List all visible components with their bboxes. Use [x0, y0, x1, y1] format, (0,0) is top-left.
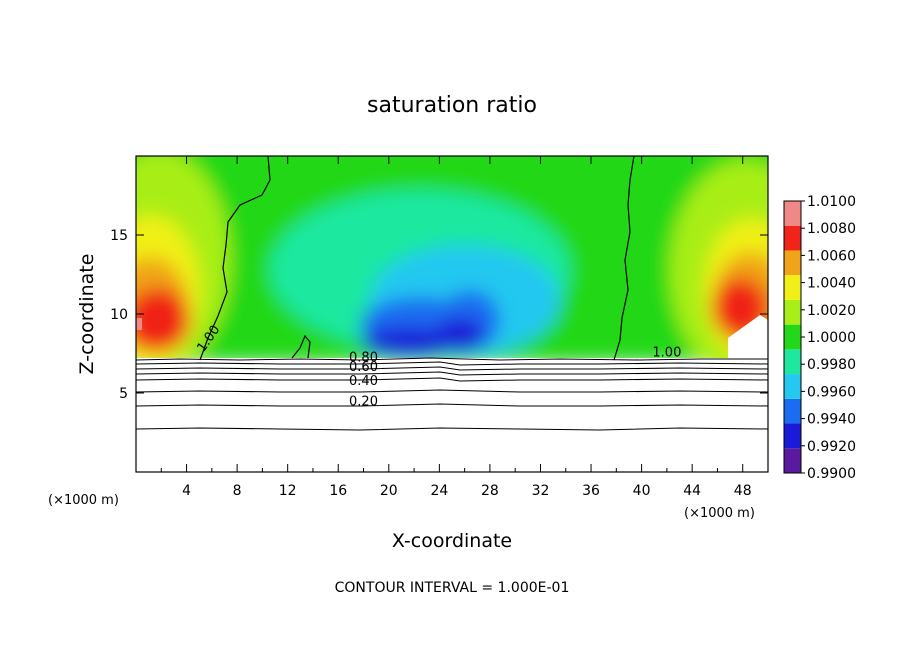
colorbar-segment [784, 275, 801, 300]
colorbar-label: 0.9920 [807, 439, 856, 455]
contour-line-0.30 [136, 389, 768, 393]
x-tick-label: 28 [481, 483, 499, 499]
x-unit-left: (×1000 m) [48, 493, 119, 508]
colorbar-label: 1.0080 [807, 221, 856, 237]
x-unit-right: (×1000 m) [684, 506, 755, 521]
colorbar-segment [784, 250, 801, 276]
x-tick-label: 20 [380, 483, 398, 499]
x-axis-label: X-coordinate [392, 530, 512, 552]
colorbar-segment [784, 423, 801, 449]
contour-label: 0.80 [349, 350, 378, 365]
y-tick-label: 15 [110, 228, 128, 244]
colorbar-segment [784, 299, 801, 325]
contour-label: 0.20 [349, 395, 378, 410]
contour-labels: 1.00 1.000.800.600.400.20 [195, 323, 682, 410]
x-tick-label: 36 [582, 483, 600, 499]
saturation-field [136, 156, 768, 472]
y-axis-ticks: 5 10 15 [110, 228, 768, 402]
contour-line-1.00-bump [291, 334, 311, 359]
colorbar-label: 0.9900 [807, 466, 856, 482]
colorbar-label: 0.9940 [807, 412, 856, 428]
contour-line-0.70 [136, 361, 768, 366]
y-tick-label: 10 [110, 307, 128, 323]
colorbar-segment [784, 374, 801, 399]
contour-line-0.80 [136, 357, 768, 361]
x-tick-label: 4 [182, 483, 191, 499]
chart-title: saturation ratio [367, 93, 537, 118]
x-tick-label: 24 [430, 483, 448, 499]
x-tick-label: 44 [683, 483, 701, 499]
colorbar-segment [784, 225, 801, 251]
y-tick-label: 5 [119, 386, 128, 402]
colorbar-label: 1.0060 [807, 248, 856, 264]
colorbar-label: 1.0040 [807, 276, 856, 292]
contour-line-0.10 [136, 427, 768, 431]
colorbar-label: 1.0100 [807, 194, 856, 210]
colorbar-segment [784, 398, 801, 424]
x-tick-label: 12 [279, 483, 297, 499]
colorbar-segment [784, 324, 801, 350]
x-tick-label: 32 [532, 483, 550, 499]
contour-line-1.00-left [199, 156, 271, 361]
colorbar-label: 1.0020 [807, 303, 856, 319]
x-tick-label: 48 [734, 483, 752, 499]
colorbar-segment [784, 201, 801, 226]
x-tick-label: 40 [633, 483, 651, 499]
colorbar: 0.9900 0.9920 0.9940 0.9960 0.9980 1.0000 1.00… [783, 194, 856, 482]
contour-line-1.00-right [613, 156, 635, 361]
x-tick-label: 8 [233, 483, 242, 499]
contour-label: 1.00 [652, 346, 681, 361]
contour-interval-note: CONTOUR INTERVAL = 1.000E-01 [335, 580, 570, 596]
contour-line-0.20 [136, 403, 768, 407]
x-axis-ticks: 4 8 12 16 20 24 28 32 36 40 44 48 [160, 156, 752, 499]
contour-label: 0.60 [349, 360, 378, 375]
x-tick-label: 16 [329, 483, 347, 499]
contour-line-0.50 [136, 371, 768, 376]
contour-line-0.40 [136, 377, 768, 382]
colorbar-label: 0.9980 [807, 357, 856, 373]
colorbar-label: 1.0000 [807, 330, 856, 346]
colorbar-label: 0.9960 [807, 384, 856, 400]
colorbar-segment [784, 349, 801, 375]
y-axis-label: Z-coordinate [76, 254, 98, 375]
contour-label: 0.40 [349, 374, 378, 389]
colorbar-segment [784, 448, 801, 473]
contour-line-0.60 [136, 366, 768, 371]
